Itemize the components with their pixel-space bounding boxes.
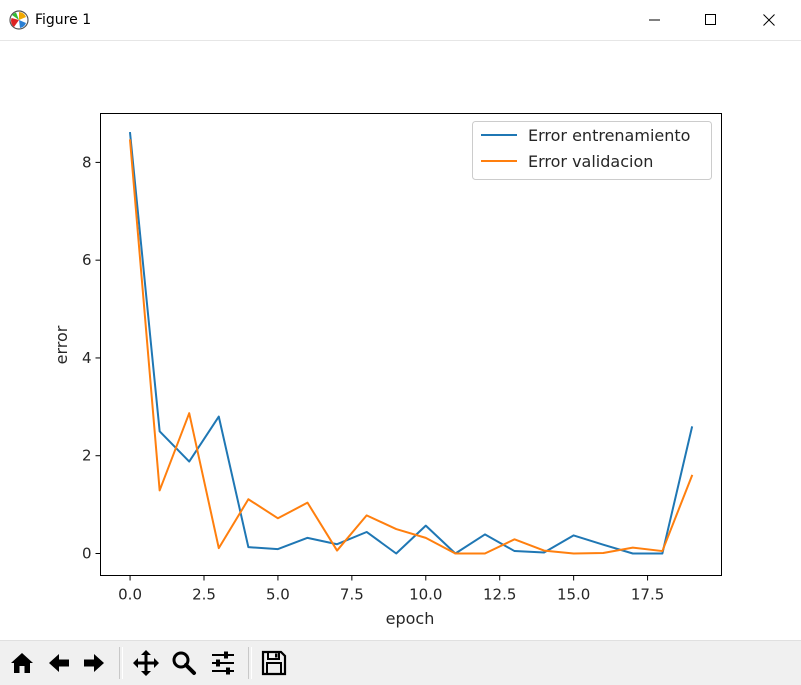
toolbar-separator: [119, 647, 123, 679]
x-tick-label: 7.5: [340, 586, 364, 604]
configure-subplots-icon: [212, 651, 234, 675]
series-line-1: [128, 139, 694, 555]
legend-label-0: Error entrenamiento: [528, 126, 690, 145]
legend-label-1: Error validacion: [528, 152, 653, 171]
x-tick-label: 0.0: [118, 586, 142, 604]
x-tick-label: 5.0: [266, 586, 290, 604]
y-tick-label: 2: [82, 447, 92, 465]
legend: Error entrenamiento Error validacion: [472, 121, 712, 180]
series-line-0: [128, 131, 694, 555]
maximize-icon: [705, 14, 716, 25]
x-tick-label: 15.0: [557, 586, 590, 604]
legend-box: [472, 121, 712, 180]
y-tick-label: 8: [82, 153, 92, 171]
window-titlebar: Figure 1: [0, 0, 801, 41]
home-button[interactable]: [6, 647, 38, 679]
back-icon: [49, 654, 69, 672]
window-title: Figure 1: [35, 12, 92, 28]
x-tick-label: 2.5: [192, 586, 216, 604]
forward-button[interactable]: [78, 647, 110, 679]
minimize-button[interactable]: [632, 0, 678, 40]
x-tick-label: 12.5: [483, 586, 516, 604]
x-tick-label: 10.0: [409, 586, 442, 604]
close-button[interactable]: [746, 0, 792, 40]
zoom-icon: [172, 651, 196, 675]
pan-icon: [133, 650, 159, 676]
minimize-icon: [649, 19, 660, 21]
configure-subplots-button[interactable]: [207, 647, 239, 679]
home-icon: [11, 653, 33, 673]
save-button[interactable]: [258, 647, 290, 679]
toolbar-separator: [248, 647, 252, 679]
y-tick-label: 6: [82, 251, 92, 269]
y-tick-label: 0: [82, 545, 92, 563]
save-icon: [261, 650, 287, 676]
y-tick-label: 4: [82, 349, 92, 367]
back-button[interactable]: [43, 647, 75, 679]
pan-button[interactable]: [130, 647, 162, 679]
navigation-toolbar: [0, 640, 801, 685]
matplotlib-icon: [9, 10, 29, 30]
axes-frame: [100, 113, 722, 576]
figure-canvas: 0.0 2.5 5.0 7.5 10.0 12.5 15.0 17.5 0 2 4 6 8 epoch …: [0, 41, 801, 640]
forward-icon: [84, 654, 104, 672]
x-tick-label: 17.5: [631, 586, 664, 604]
x-axis-label: epoch: [386, 609, 435, 628]
close-icon: [763, 14, 775, 26]
maximize-button[interactable]: [688, 0, 734, 40]
y-axis-label: error: [52, 325, 71, 364]
zoom-button[interactable]: [168, 647, 200, 679]
